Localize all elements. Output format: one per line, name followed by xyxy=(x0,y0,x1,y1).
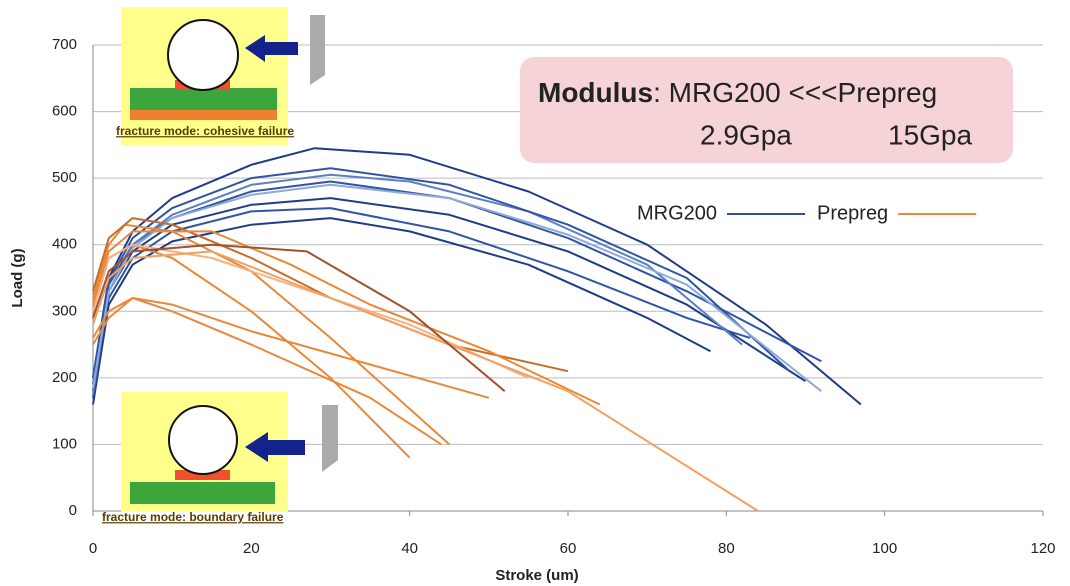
x-tick-label: 40 xyxy=(401,540,418,557)
inset-top: fracture mode: cohesive failure xyxy=(116,7,325,145)
data-line xyxy=(92,217,569,373)
y-tick-label: 500 xyxy=(52,169,77,186)
inset-label: fracture mode: boundary failure xyxy=(102,510,284,524)
y-tick-label: 600 xyxy=(52,103,77,120)
data-line xyxy=(92,297,490,399)
annotation-box xyxy=(520,57,1013,163)
data-line xyxy=(92,197,807,385)
y-tick-label: 200 xyxy=(52,369,77,386)
data-line xyxy=(92,243,506,392)
annotation-text: : MRG200 <<<Prepreg xyxy=(653,77,937,108)
data-line xyxy=(92,167,791,379)
data-line xyxy=(92,243,529,379)
data-line xyxy=(92,147,862,406)
data-line xyxy=(92,250,759,512)
data-line xyxy=(92,217,711,405)
y-tick-label: 700 xyxy=(52,36,77,53)
x-tick-label: 80 xyxy=(718,540,735,557)
x-tick-label: 20 xyxy=(243,540,260,557)
y-tick-label: 100 xyxy=(52,435,77,452)
annotation-value: 2.9Gpa xyxy=(700,119,792,150)
inset-bottom: fracture mode: boundary failure xyxy=(102,392,338,524)
y-tick-label: 400 xyxy=(52,236,77,253)
y-tick-label: 300 xyxy=(52,302,77,319)
annotation-value: 15Gpa xyxy=(888,119,972,150)
x-tick-label: 0 xyxy=(89,540,97,557)
annotation-label: Modulus xyxy=(538,77,653,108)
inset-label: fracture mode: cohesive failure xyxy=(116,124,294,138)
y-axis-label: Load (g) xyxy=(9,248,26,307)
x-tick-label: 60 xyxy=(560,540,577,557)
data-line xyxy=(92,180,822,392)
y-tick-label: 0 xyxy=(69,502,77,519)
legend-label: Prepreg xyxy=(817,202,888,224)
x-axis-label: Stroke (um) xyxy=(495,567,578,584)
data-line xyxy=(92,183,822,392)
annotation: Modulus: MRG200 <<<Prepreg xyxy=(538,77,937,108)
data-line xyxy=(92,207,751,398)
legend-label: MRG200 xyxy=(637,202,717,224)
x-tick-label: 120 xyxy=(1030,540,1055,557)
data-line xyxy=(92,297,442,446)
x-tick-label: 100 xyxy=(872,540,897,557)
